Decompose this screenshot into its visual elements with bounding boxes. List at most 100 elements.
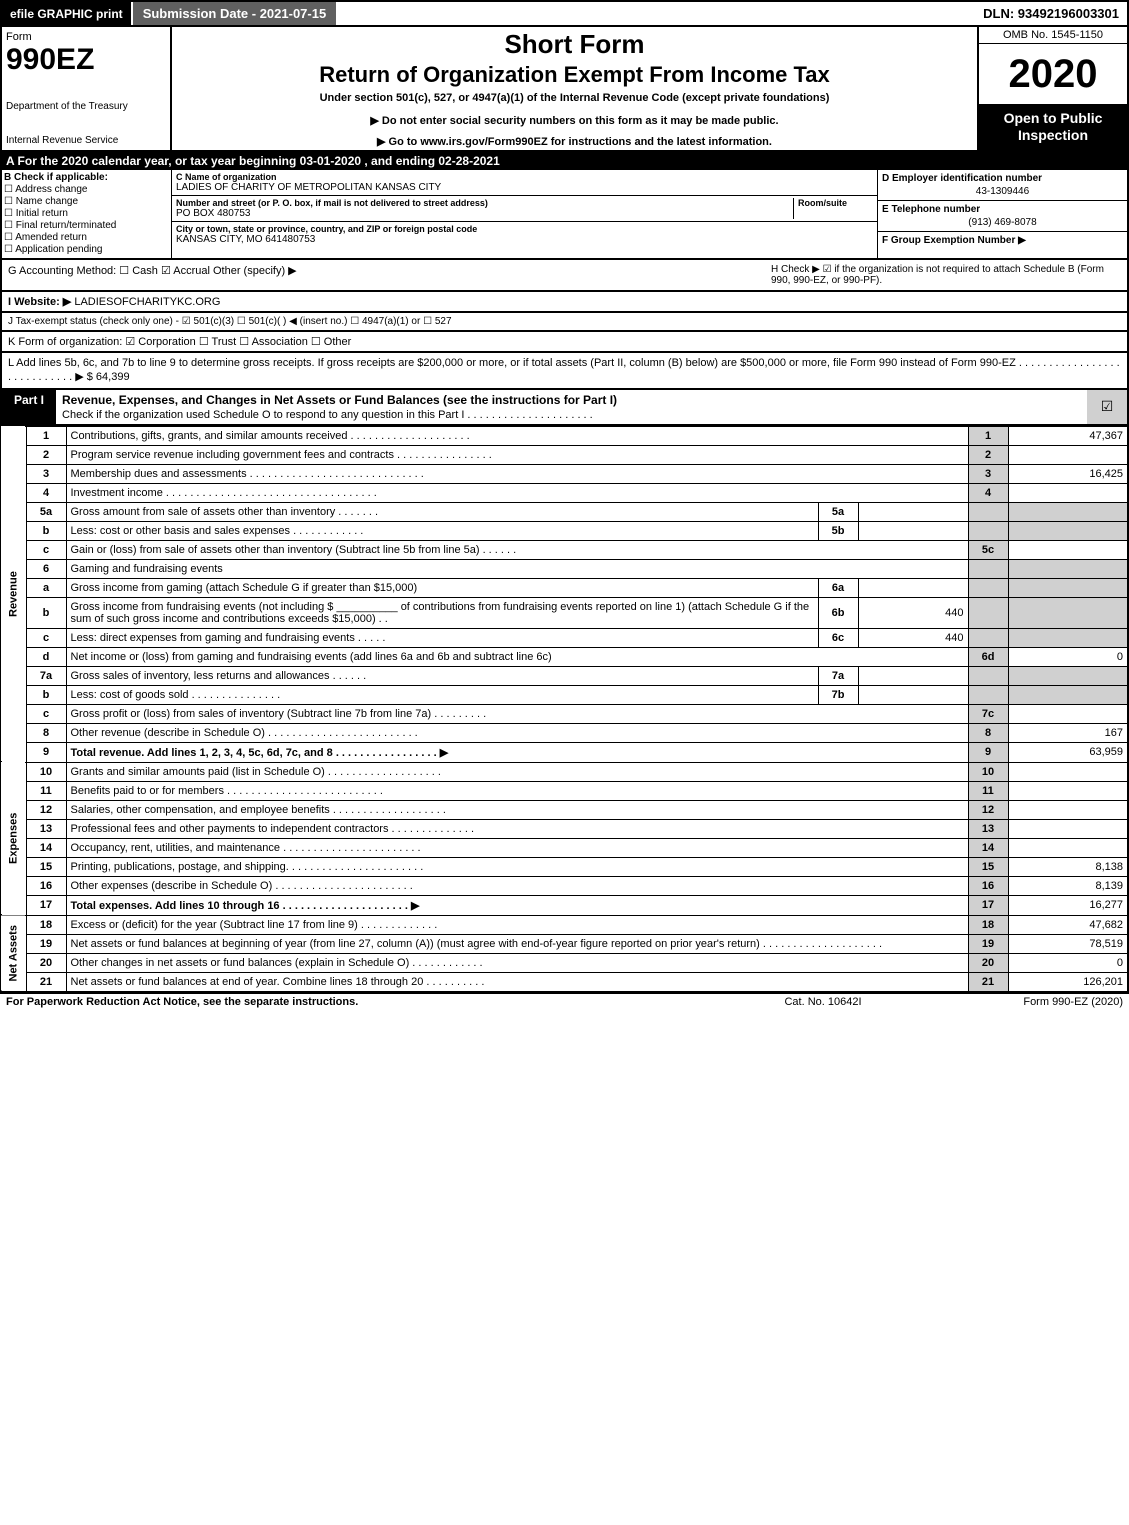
section-label: Net Assets <box>1 915 26 992</box>
check-amended[interactable]: ☐ Amended return <box>4 232 169 243</box>
subline-value <box>858 666 968 685</box>
amount <box>1008 781 1128 800</box>
amount: 167 <box>1008 723 1128 742</box>
line-ref: 5c <box>968 540 1008 559</box>
line-desc: Gross profit or (loss) from sales of inv… <box>66 704 968 723</box>
amount: 126,201 <box>1008 972 1128 992</box>
subline-number: 6a <box>818 578 858 597</box>
line-number: 14 <box>26 838 66 857</box>
subline-value <box>858 578 968 597</box>
amount: 8,138 <box>1008 857 1128 876</box>
amount: 0 <box>1008 647 1128 666</box>
line-ref: 14 <box>968 838 1008 857</box>
h-check: H Check ▶ ☑ if the organization is not r… <box>771 264 1121 286</box>
line-number: 21 <box>26 972 66 992</box>
part1-title: Revenue, Expenses, and Changes in Net As… <box>62 393 617 407</box>
part1-tag: Part I <box>2 390 56 424</box>
check-pending[interactable]: ☐ Application pending <box>4 244 169 255</box>
check-address[interactable]: ☐ Address change <box>4 184 169 195</box>
line-desc: Gross amount from sale of assets other t… <box>66 502 818 521</box>
k-org-row: K Form of organization: ☑ Corporation ☐ … <box>0 332 1129 353</box>
org-name: LADIES OF CHARITY OF METROPOLITAN KANSAS… <box>176 182 873 193</box>
goto-link[interactable]: ▶ Go to www.irs.gov/Form990EZ for instru… <box>178 135 971 148</box>
amount: 16,277 <box>1008 895 1128 915</box>
amount <box>1008 838 1128 857</box>
line-ref: 7c <box>968 704 1008 723</box>
subline-value: 440 <box>858 597 968 628</box>
ein-value: 43-1309446 <box>882 186 1123 197</box>
amount: 47,367 <box>1008 426 1128 445</box>
line-desc: Other expenses (describe in Schedule O) … <box>66 876 968 895</box>
amount <box>1008 704 1128 723</box>
check-initial[interactable]: ☐ Initial return <box>4 208 169 219</box>
line-ref: 13 <box>968 819 1008 838</box>
line-ref: 17 <box>968 895 1008 915</box>
line-desc: Other revenue (describe in Schedule O) .… <box>66 723 968 742</box>
check-final[interactable]: ☐ Final return/terminated <box>4 220 169 231</box>
line-number: 11 <box>26 781 66 800</box>
line-number: 4 <box>26 483 66 502</box>
line-ref: 10 <box>968 762 1008 781</box>
line-number: c <box>26 628 66 647</box>
section-label: Revenue <box>1 426 26 762</box>
amount-shade <box>1008 521 1128 540</box>
return-title: Return of Organization Exempt From Incom… <box>178 62 971 88</box>
line-number: 3 <box>26 464 66 483</box>
form-label: Form <box>6 31 166 43</box>
line-ref: 12 <box>968 800 1008 819</box>
org-address: PO BOX 480753 <box>176 208 793 219</box>
line-desc: Benefits paid to or for members . . . . … <box>66 781 968 800</box>
line-ref: 21 <box>968 972 1008 992</box>
check-name[interactable]: ☐ Name change <box>4 196 169 207</box>
line-ref-shade <box>968 597 1008 628</box>
subline-number: 7b <box>818 685 858 704</box>
section-label: Expenses <box>1 762 26 915</box>
line-desc: Printing, publications, postage, and shi… <box>66 857 968 876</box>
line-desc: Gross income from gaming (attach Schedul… <box>66 578 818 597</box>
line-ref: 16 <box>968 876 1008 895</box>
line-number: 16 <box>26 876 66 895</box>
form-number: 990EZ <box>6 43 166 77</box>
amount <box>1008 445 1128 464</box>
accounting-method: G Accounting Method: ☐ Cash ☑ Accrual Ot… <box>8 264 771 286</box>
line-ref-shade <box>968 685 1008 704</box>
line-number: 8 <box>26 723 66 742</box>
amount-shade <box>1008 502 1128 521</box>
website-url[interactable]: LADIESOFCHARITYKC.ORG <box>74 296 220 308</box>
line-desc: Contributions, gifts, grants, and simila… <box>66 426 968 445</box>
line-desc: Program service revenue including govern… <box>66 445 968 464</box>
amount-shade <box>1008 628 1128 647</box>
line-desc: Grants and similar amounts paid (list in… <box>66 762 968 781</box>
line-desc: Other changes in net assets or fund bala… <box>66 953 968 972</box>
line-number: d <box>26 647 66 666</box>
entity-block: B Check if applicable: ☐ Address change … <box>0 170 1129 260</box>
amount <box>1008 762 1128 781</box>
line-desc: Total revenue. Add lines 1, 2, 3, 4, 5c,… <box>66 742 968 762</box>
line-desc: Gross income from fundraising events (no… <box>66 597 818 628</box>
efile-print-button[interactable]: efile GRAPHIC print <box>2 2 131 25</box>
website-label: I Website: ▶ <box>8 296 71 308</box>
amount <box>1008 483 1128 502</box>
line-number: 15 <box>26 857 66 876</box>
subline-number: 6b <box>818 597 858 628</box>
line-desc: Professional fees and other payments to … <box>66 819 968 838</box>
line-number: b <box>26 597 66 628</box>
line-ref: 3 <box>968 464 1008 483</box>
line-ref: 8 <box>968 723 1008 742</box>
line-desc: Occupancy, rent, utilities, and maintena… <box>66 838 968 857</box>
amount-shade <box>1008 597 1128 628</box>
accounting-row: G Accounting Method: ☐ Cash ☑ Accrual Ot… <box>0 260 1129 292</box>
subline-value <box>858 685 968 704</box>
line-number: 2 <box>26 445 66 464</box>
line-ref-shade <box>968 666 1008 685</box>
top-bar: efile GRAPHIC print Submission Date - 20… <box>0 0 1129 27</box>
ssn-warning: ▶ Do not enter social security numbers o… <box>178 114 971 127</box>
line-desc: Less: cost or other basis and sales expe… <box>66 521 818 540</box>
irs-label: Internal Revenue Service <box>6 135 166 146</box>
amount-shade <box>1008 559 1128 578</box>
line-ref: 20 <box>968 953 1008 972</box>
line-number: b <box>26 685 66 704</box>
amount: 8,139 <box>1008 876 1128 895</box>
line-ref: 6d <box>968 647 1008 666</box>
part1-check[interactable]: ☑ <box>1087 390 1127 424</box>
